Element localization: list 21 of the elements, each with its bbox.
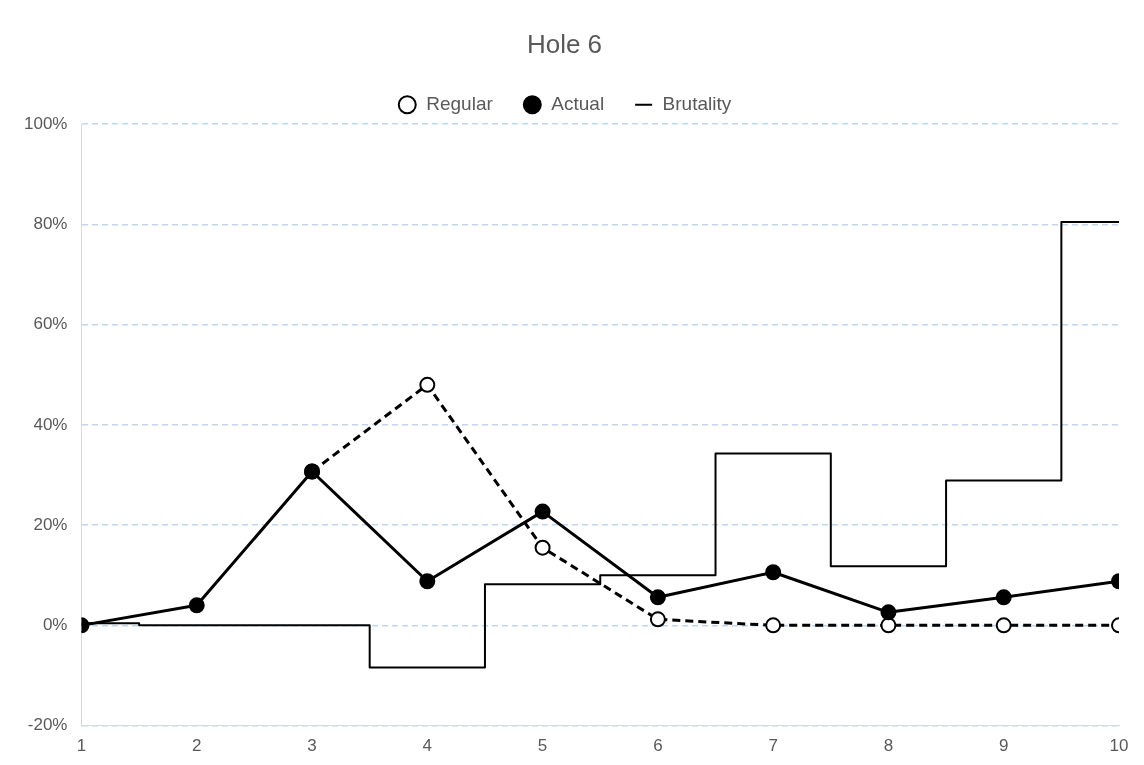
x-tick-label: 10 [1109,736,1129,756]
x-tick-label: 8 [883,736,894,756]
x-tick-label: 7 [768,736,778,756]
legend-label: Regular [426,92,494,114]
x-tick-label: 4 [422,736,433,756]
y-tick-label: 80% [33,214,68,234]
y-tick-label: 40% [33,414,68,434]
y-tick-label: 0% [42,615,68,635]
legend-label: Brutality [662,92,732,114]
y-tick-label: 60% [33,314,68,334]
x-tick-label: 6 [653,736,663,756]
x-tick-label: 3 [307,736,317,756]
y-tick-label: 20% [33,514,68,534]
legend-label: Actual [551,92,605,114]
y-tick-label: 100% [24,113,68,133]
x-tick-label: 1 [76,736,87,756]
x-tick-label: 2 [192,736,202,756]
chart-title: Hole 6 [526,28,603,59]
x-tick-label: 5 [537,736,548,756]
x-tick-label: 9 [998,736,1009,756]
y-tick-label: -20% [27,715,68,735]
